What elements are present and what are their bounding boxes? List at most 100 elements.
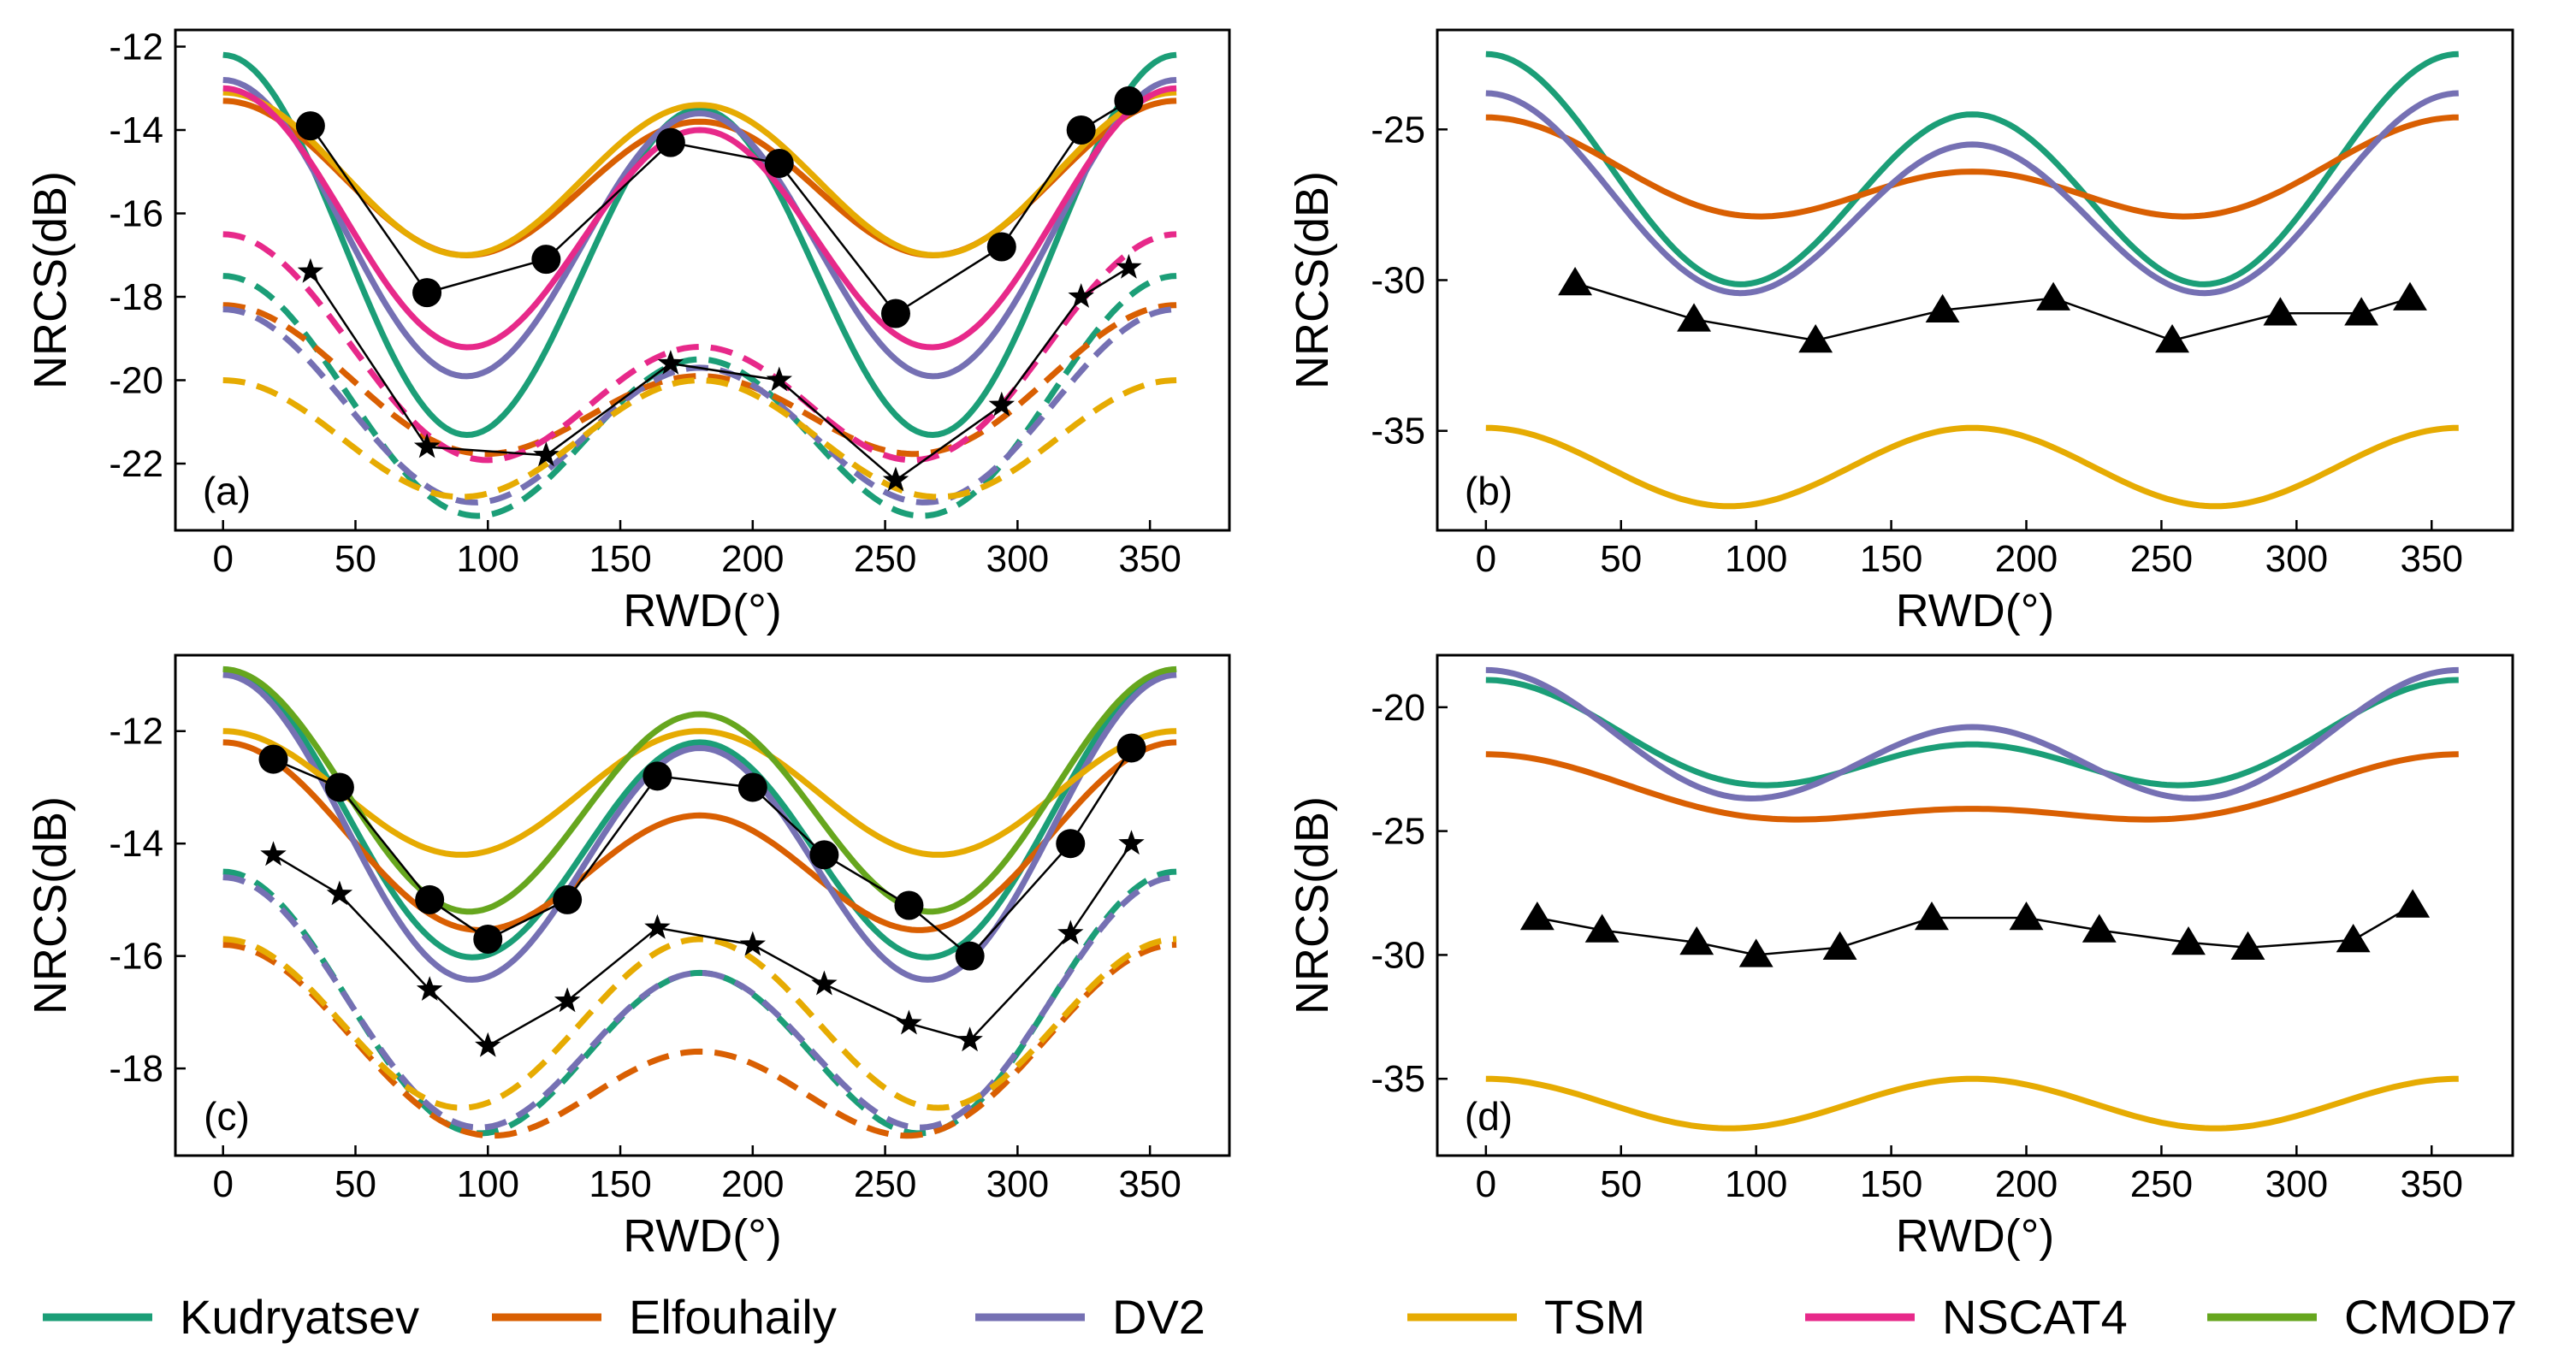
panel-d: 0 50 100 150 200 250 300 350 -35 -30 -25 -20 RWD(°) N… [1287, 653, 2514, 1262]
legend-label: Elfouhaily [629, 1290, 837, 1344]
y-tick-label: -12 [109, 27, 163, 68]
x-tick-label: 0 [1476, 1163, 1496, 1205]
legend-item-kudryatsev: Kudryatsev [43, 1290, 419, 1344]
observation-point [896, 1009, 922, 1035]
x-tick-label: 100 [1725, 538, 1787, 580]
observation-series-triangle [1558, 267, 2427, 353]
observation-point [988, 391, 1015, 417]
observation-point [764, 149, 794, 178]
x-axis: 0 50 100 150 200 250 300 350 [212, 1145, 1181, 1205]
observation-point [882, 466, 909, 492]
y-tick-label: -12 [109, 711, 163, 753]
observation-point [1677, 303, 1711, 332]
observation-point [1056, 829, 1086, 859]
observation-point [297, 257, 324, 283]
y-tick-label: -35 [1371, 411, 1425, 452]
curve-tsm-solid [1485, 424, 2459, 510]
curve-dv2-dashed [222, 874, 1177, 1131]
x-axis: 0 50 100 150 200 250 300 350 [1476, 520, 2463, 580]
observation-point [956, 1026, 983, 1052]
plot-frame [1436, 653, 2514, 1157]
x-tick-label: 0 [1476, 538, 1496, 580]
observation-line [273, 747, 1133, 958]
y-tick-label: -20 [1371, 687, 1425, 729]
curve-dv2-solid [1485, 666, 2459, 802]
curve-kudryatsev-solid [1485, 677, 2459, 789]
observation-point [533, 441, 560, 467]
observation-point [1798, 323, 1833, 353]
curve-kudryatsev-solid [1485, 50, 2459, 287]
observation-point [1679, 926, 1714, 955]
curve-dv2-dashed [222, 306, 1177, 506]
observation-point [737, 772, 767, 802]
observation-point [2230, 931, 2265, 960]
observation-point [1915, 901, 1949, 931]
x-tick-label: 50 [335, 538, 376, 580]
panel-b: 0 50 100 150 200 250 300 350 -35 -30 -25 RWD(°) NRCS… [1287, 28, 2514, 636]
observation-point [260, 841, 287, 866]
observation-point [1558, 267, 1593, 296]
legend-item-elfouhaily: Elfouhaily [492, 1290, 837, 1344]
curve-cmod7-solid [222, 665, 1177, 915]
observation-point [1925, 293, 1960, 322]
observation-point [2155, 323, 2190, 353]
legend: Kudryatsev Elfouhaily DV2 TSM NSCAT4 CMOD7 [43, 1290, 2517, 1344]
y-axis-label: NRCS(dB) [1287, 171, 1338, 389]
observation-point [2036, 281, 2071, 310]
observation-series-star [260, 830, 1145, 1057]
legend-item-cmod7: CMOD7 [2207, 1290, 2517, 1344]
plot-frame [174, 653, 1231, 1157]
y-axis-label: NRCS(dB) [25, 171, 76, 389]
observation-point [554, 987, 581, 1013]
x-tick-label: 50 [335, 1163, 376, 1205]
x-axis: 0 50 100 150 200 250 300 350 [212, 520, 1181, 580]
curve-dv2-solid [1485, 90, 2459, 297]
y-tick-label: -16 [109, 936, 163, 978]
model-curves [222, 51, 1177, 519]
x-tick-label: 0 [212, 1163, 233, 1205]
observation-point [880, 299, 910, 328]
legend-label: CMOD7 [2344, 1290, 2517, 1344]
x-tick-label: 350 [2401, 538, 2463, 580]
panel-tag: (a) [203, 469, 251, 513]
y-tick-label: -20 [109, 360, 163, 402]
observation-point [644, 914, 671, 939]
observation-point [415, 884, 445, 914]
y-tick-label: -16 [109, 193, 163, 235]
x-tick-label: 50 [1600, 1163, 1642, 1205]
curve-kudryatsev-dashed [222, 868, 1177, 1137]
curve-tsm-dashed [222, 376, 1177, 500]
observation-point [1584, 914, 1620, 943]
observation-point [326, 880, 353, 906]
curve-elfouhaily-solid [1485, 114, 2459, 220]
y-tick-label: -18 [109, 276, 163, 318]
x-tick-label: 100 [457, 1163, 519, 1205]
x-tick-label: 300 [2265, 1163, 2328, 1205]
observation-line [272, 843, 1133, 1048]
observation-point [1066, 115, 1096, 145]
observation-point [1738, 938, 1774, 967]
legend-label: Kudryatsev [180, 1290, 419, 1344]
observation-series-triangle [1519, 889, 2431, 967]
observation-line [1537, 904, 2413, 956]
y-tick-label: -30 [1371, 260, 1425, 302]
y-axis: -35 -30 -25 [1371, 109, 1448, 452]
observation-series-circle [295, 86, 1144, 328]
panels: 0 50 100 150 200 250 300 350 -22 -20 -18 -16 -14 -12 R… [25, 27, 2514, 1262]
curve-dv2-solid [222, 671, 1177, 983]
observation-point [1116, 253, 1142, 279]
curve-dv2-solid [222, 77, 1177, 380]
x-tick-label: 0 [212, 538, 233, 580]
observation-point [655, 127, 685, 157]
observation-point [2009, 901, 2044, 931]
y-tick-label: -35 [1371, 1058, 1425, 1100]
x-tick-label: 200 [721, 1163, 784, 1205]
observation-point [1519, 901, 1554, 931]
observation-point [258, 744, 288, 774]
legend-item-nscat4: NSCAT4 [1805, 1290, 2128, 1344]
x-tick-label: 350 [1118, 1163, 1181, 1205]
x-tick-label: 250 [854, 538, 916, 580]
x-tick-label: 250 [2130, 1163, 2193, 1205]
observation-point [2344, 297, 2379, 326]
